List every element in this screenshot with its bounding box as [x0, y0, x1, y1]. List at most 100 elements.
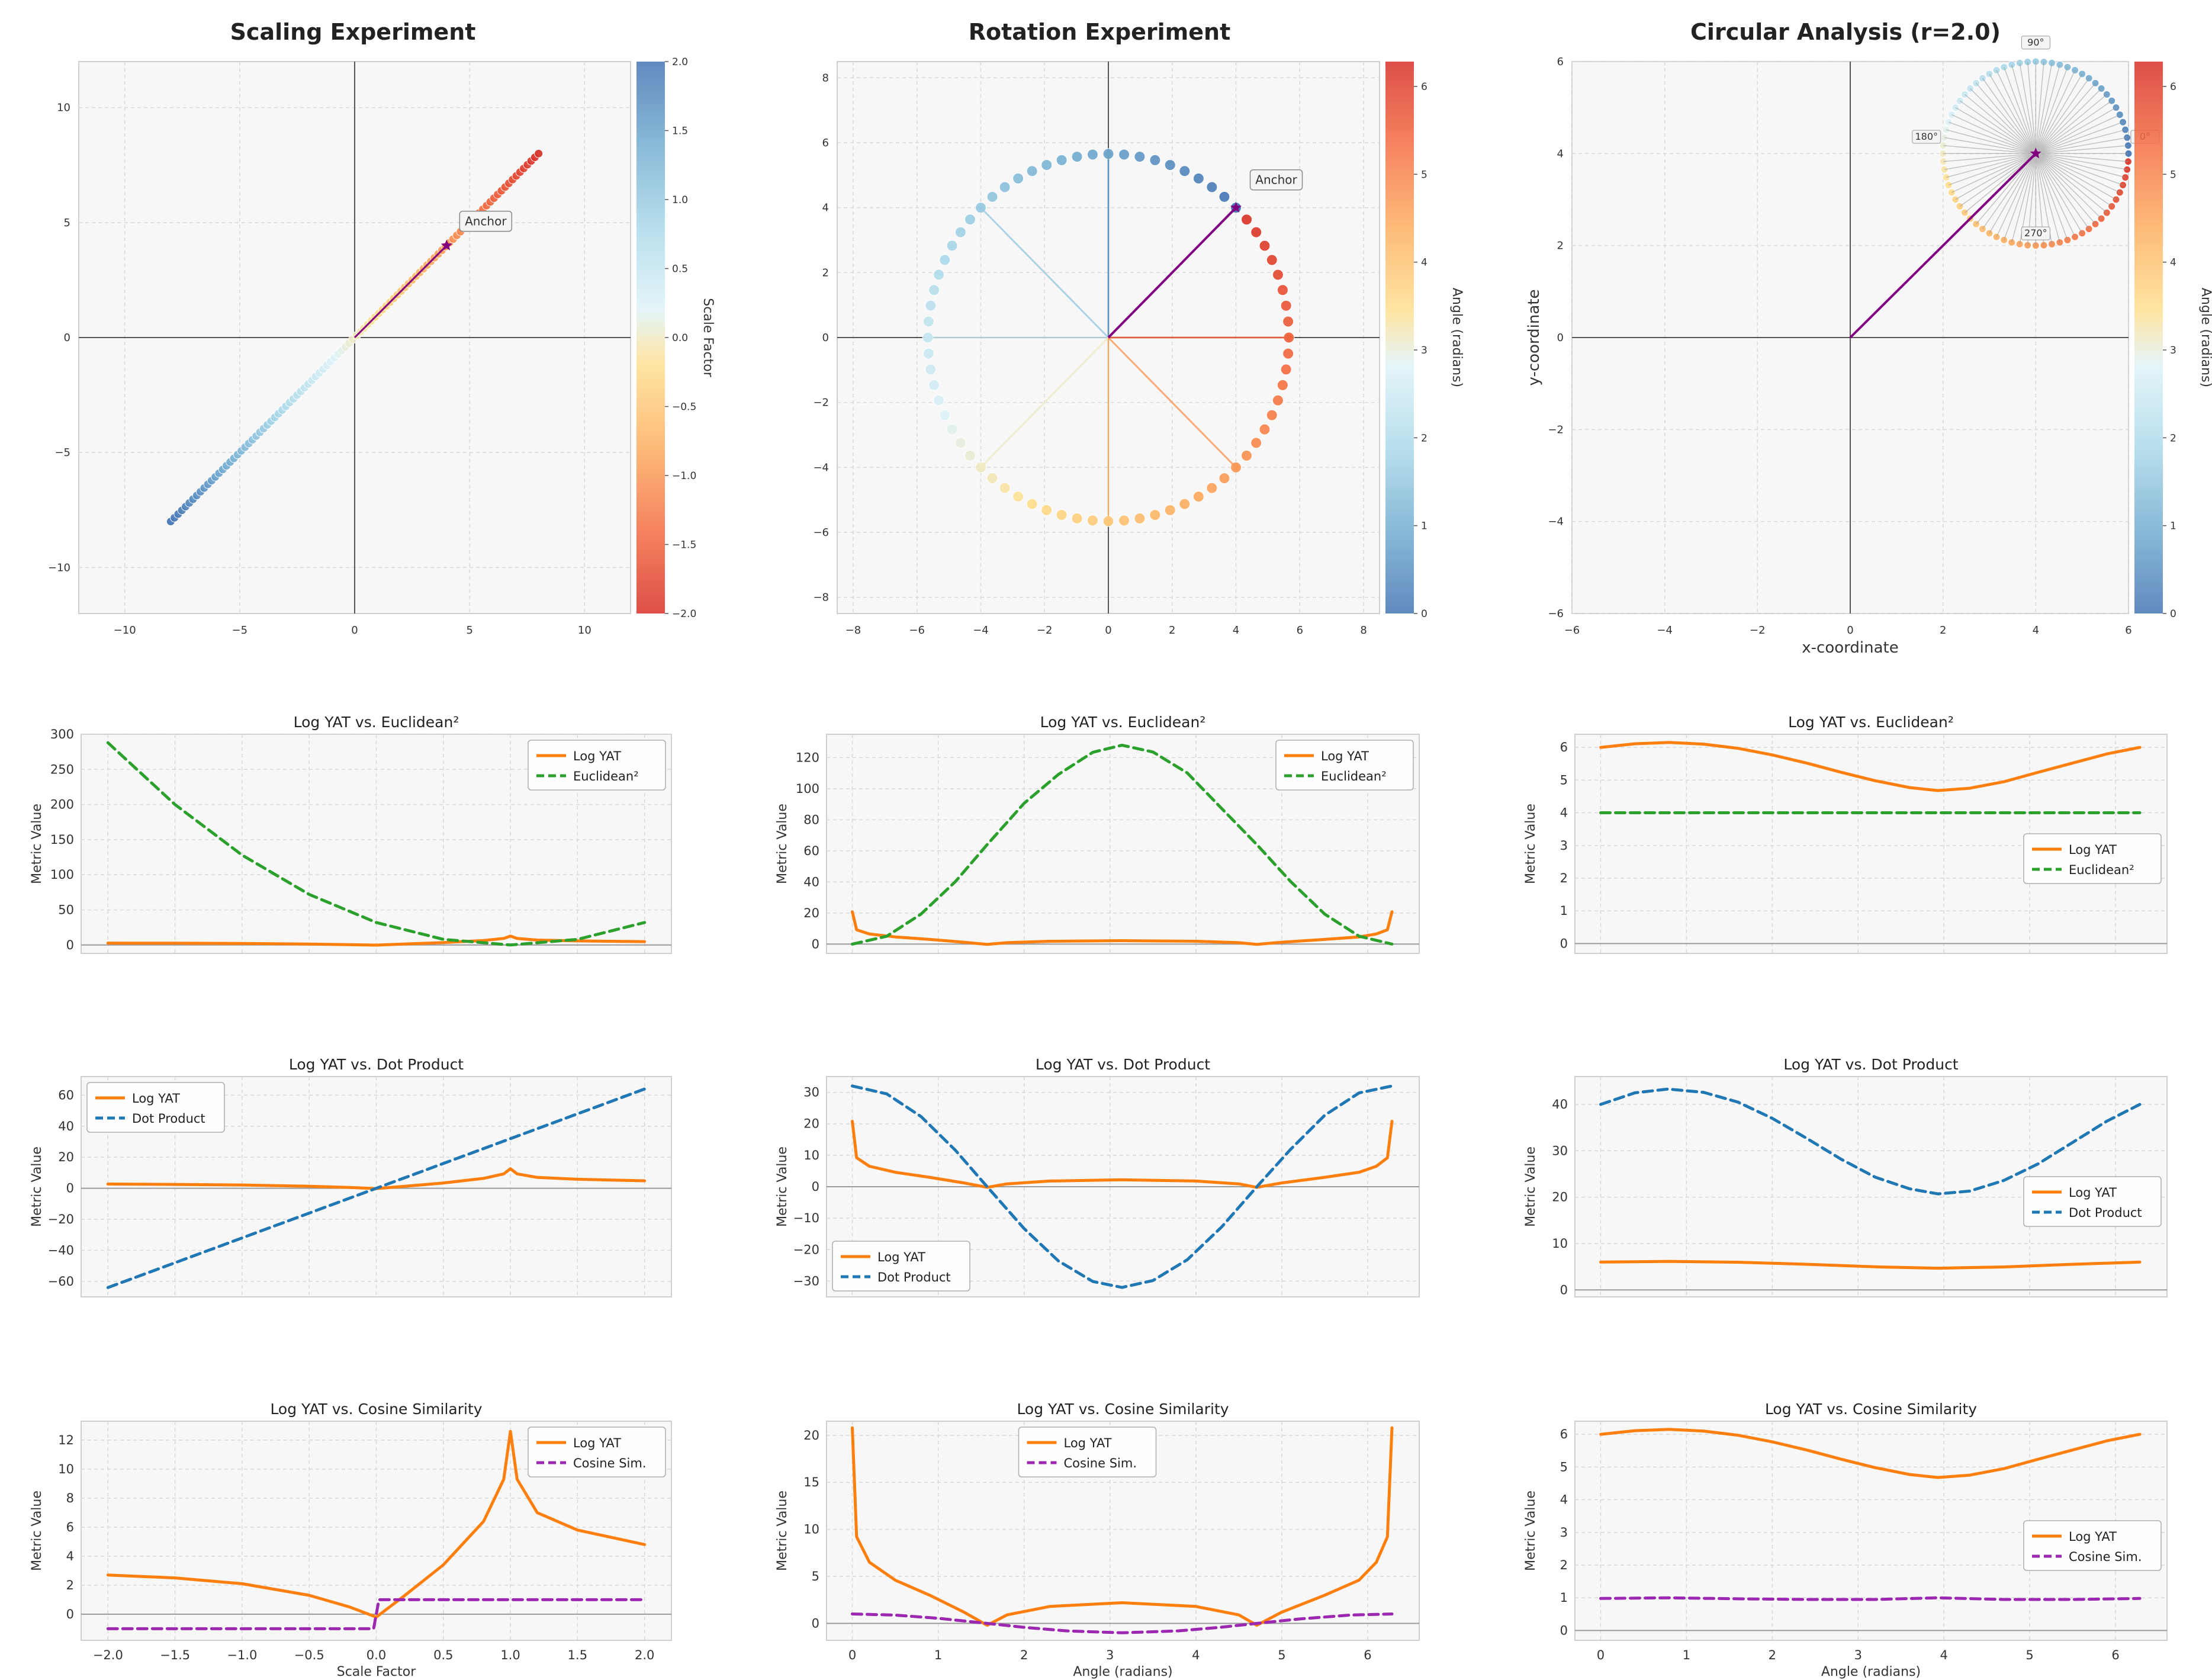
y-tick-label: 30 [1552, 1143, 1568, 1158]
series-line-log-yat [1599, 741, 2142, 792]
y-tick-label: 8 [66, 1491, 74, 1505]
scatter-point [1241, 214, 1253, 226]
y-tick-label: 0 [812, 937, 819, 951]
legend: Log YAT Dot Product [86, 1082, 225, 1133]
scatter-point [1012, 172, 1024, 184]
y-tick-label: 15 [803, 1475, 819, 1489]
legend-label: Log YAT [2069, 843, 2117, 857]
y-tick-label: 20 [803, 906, 819, 920]
spoke-line [2035, 153, 2083, 234]
y-tick-label: 10 [1552, 1236, 1568, 1251]
y-axis-label: Metric Value [30, 1491, 44, 1571]
x-tick-label: 4 [1233, 624, 1239, 637]
y-axis-label: Metric Value [30, 1146, 44, 1227]
scatter-point [1259, 240, 1271, 252]
colorbar-tick-label: −2.0 [672, 608, 696, 620]
scatter-point [999, 181, 1011, 193]
x-tick-label: −2 [1037, 624, 1053, 637]
spoke-line [2035, 67, 2068, 154]
scatter-point [925, 300, 937, 311]
spoke-line [1944, 153, 2036, 170]
spoke-line [1955, 153, 2036, 200]
y-tick-label: 8 [822, 72, 829, 84]
arrow-head [978, 204, 984, 211]
x-tick-label: 6 [2111, 1648, 2119, 1662]
y-tick-label: 4 [1560, 806, 1568, 820]
x-tick-label: 3 [1854, 1648, 1862, 1662]
anchor-label-box [1249, 169, 1303, 191]
column-title-scaling: Scaling Experiment [230, 19, 476, 45]
spoke-line [2036, 114, 2120, 154]
line-panel-rotation-dot: Log YAT vs. Dot Product −30 −20 −10 0 10 20 30 M… [775, 1056, 1420, 1297]
spoke-line [2027, 62, 2037, 154]
y-tick-label: 10 [57, 102, 70, 114]
spoke-line [1959, 100, 2036, 154]
scatter-panel-scaling-scatter: −10 −5 0 5 10 −10 −5 0 5 10 Anchor −2.0 −1.5 −1.0 −0.5… [48, 56, 715, 637]
x-tick-label: 0 [848, 1648, 856, 1662]
x-axis-label: Angle (radians) [1073, 1665, 1172, 1679]
x-tick-label: 10 [578, 624, 591, 637]
y-tick-label: 4 [822, 202, 829, 214]
scatter-point [1179, 165, 1191, 177]
scatter-point [1282, 348, 1294, 359]
colorbar-tick-label: 1 [1421, 521, 1427, 532]
x-tick-label: 0.5 [433, 1648, 453, 1662]
spoke-line [2035, 153, 2102, 219]
angle-label-box [2021, 36, 2050, 50]
y-tick-label: 1 [1560, 1591, 1568, 1605]
spoke-line [1964, 153, 2036, 213]
scatter-point [1026, 165, 1038, 177]
scatter-point [1118, 515, 1130, 526]
panel-title: Log YAT vs. Dot Product [289, 1056, 464, 1073]
scatter-point [939, 409, 951, 421]
legend-label: Dot Product [2069, 1206, 2142, 1220]
y-tick-label: 120 [796, 750, 819, 764]
spoke-line [2011, 153, 2037, 243]
x-tick-label: 0.0 [366, 1648, 386, 1662]
y-tick-label: 250 [50, 762, 74, 776]
y-tick-label: 100 [796, 782, 819, 796]
y-tick-label: −60 [48, 1274, 74, 1289]
arrow-head [978, 464, 984, 471]
colorbar [636, 62, 665, 613]
y-tick-label: 5 [1560, 773, 1568, 787]
spoke-line [2035, 65, 2060, 154]
y-tick-label: 10 [58, 1462, 74, 1476]
anchor-vector [1107, 207, 1237, 339]
y-axis-label: y-coordinate [1525, 290, 1543, 386]
scatter-point [1280, 364, 1292, 375]
scatter-point [1277, 379, 1288, 391]
legend-box [2023, 1520, 2162, 1571]
anchor-label: Anchor [1255, 173, 1297, 187]
line-panel-rotation-cos: Log YAT vs. Cosine Similarity 0 5 10 15 20 0 1 2… [775, 1400, 1420, 1679]
y-tick-label: 2 [822, 266, 829, 279]
y-tick-label: 4 [1557, 147, 1564, 160]
legend-box [1018, 1427, 1157, 1477]
scatter-point [986, 473, 998, 484]
x-tick-label: 5 [2025, 1648, 2033, 1662]
scatter-point [928, 284, 940, 296]
scatter-point [1118, 149, 1130, 160]
scatter-point [1086, 149, 1098, 160]
scatter-points [922, 148, 1295, 527]
legend-label: Cosine Sim. [2069, 1550, 2142, 1564]
x-tick-label: 1.5 [568, 1648, 587, 1662]
y-tick-label: 200 [50, 798, 74, 812]
panel-title: Log YAT vs. Cosine Similarity [270, 1400, 482, 1418]
legend-box [832, 1241, 970, 1292]
scatter-point [1041, 504, 1053, 516]
y-tick-label: 2 [66, 1578, 74, 1592]
spoke-line [1948, 121, 2036, 154]
legend-label: Log YAT [573, 1436, 621, 1450]
legend-box [528, 740, 666, 791]
legend-box [528, 1427, 666, 1477]
y-tick-label: 0 [66, 1607, 74, 1621]
spoke-line [1943, 153, 2036, 162]
scatter-point [964, 214, 976, 226]
rotation-arrow [980, 207, 1110, 339]
colorbar-tick-label: −1.0 [672, 470, 696, 482]
x-tick-label: 4 [1940, 1648, 1948, 1662]
arrow-head [925, 334, 931, 341]
x-tick-label: 2 [1940, 624, 1946, 637]
spoke-line [2036, 129, 2126, 155]
